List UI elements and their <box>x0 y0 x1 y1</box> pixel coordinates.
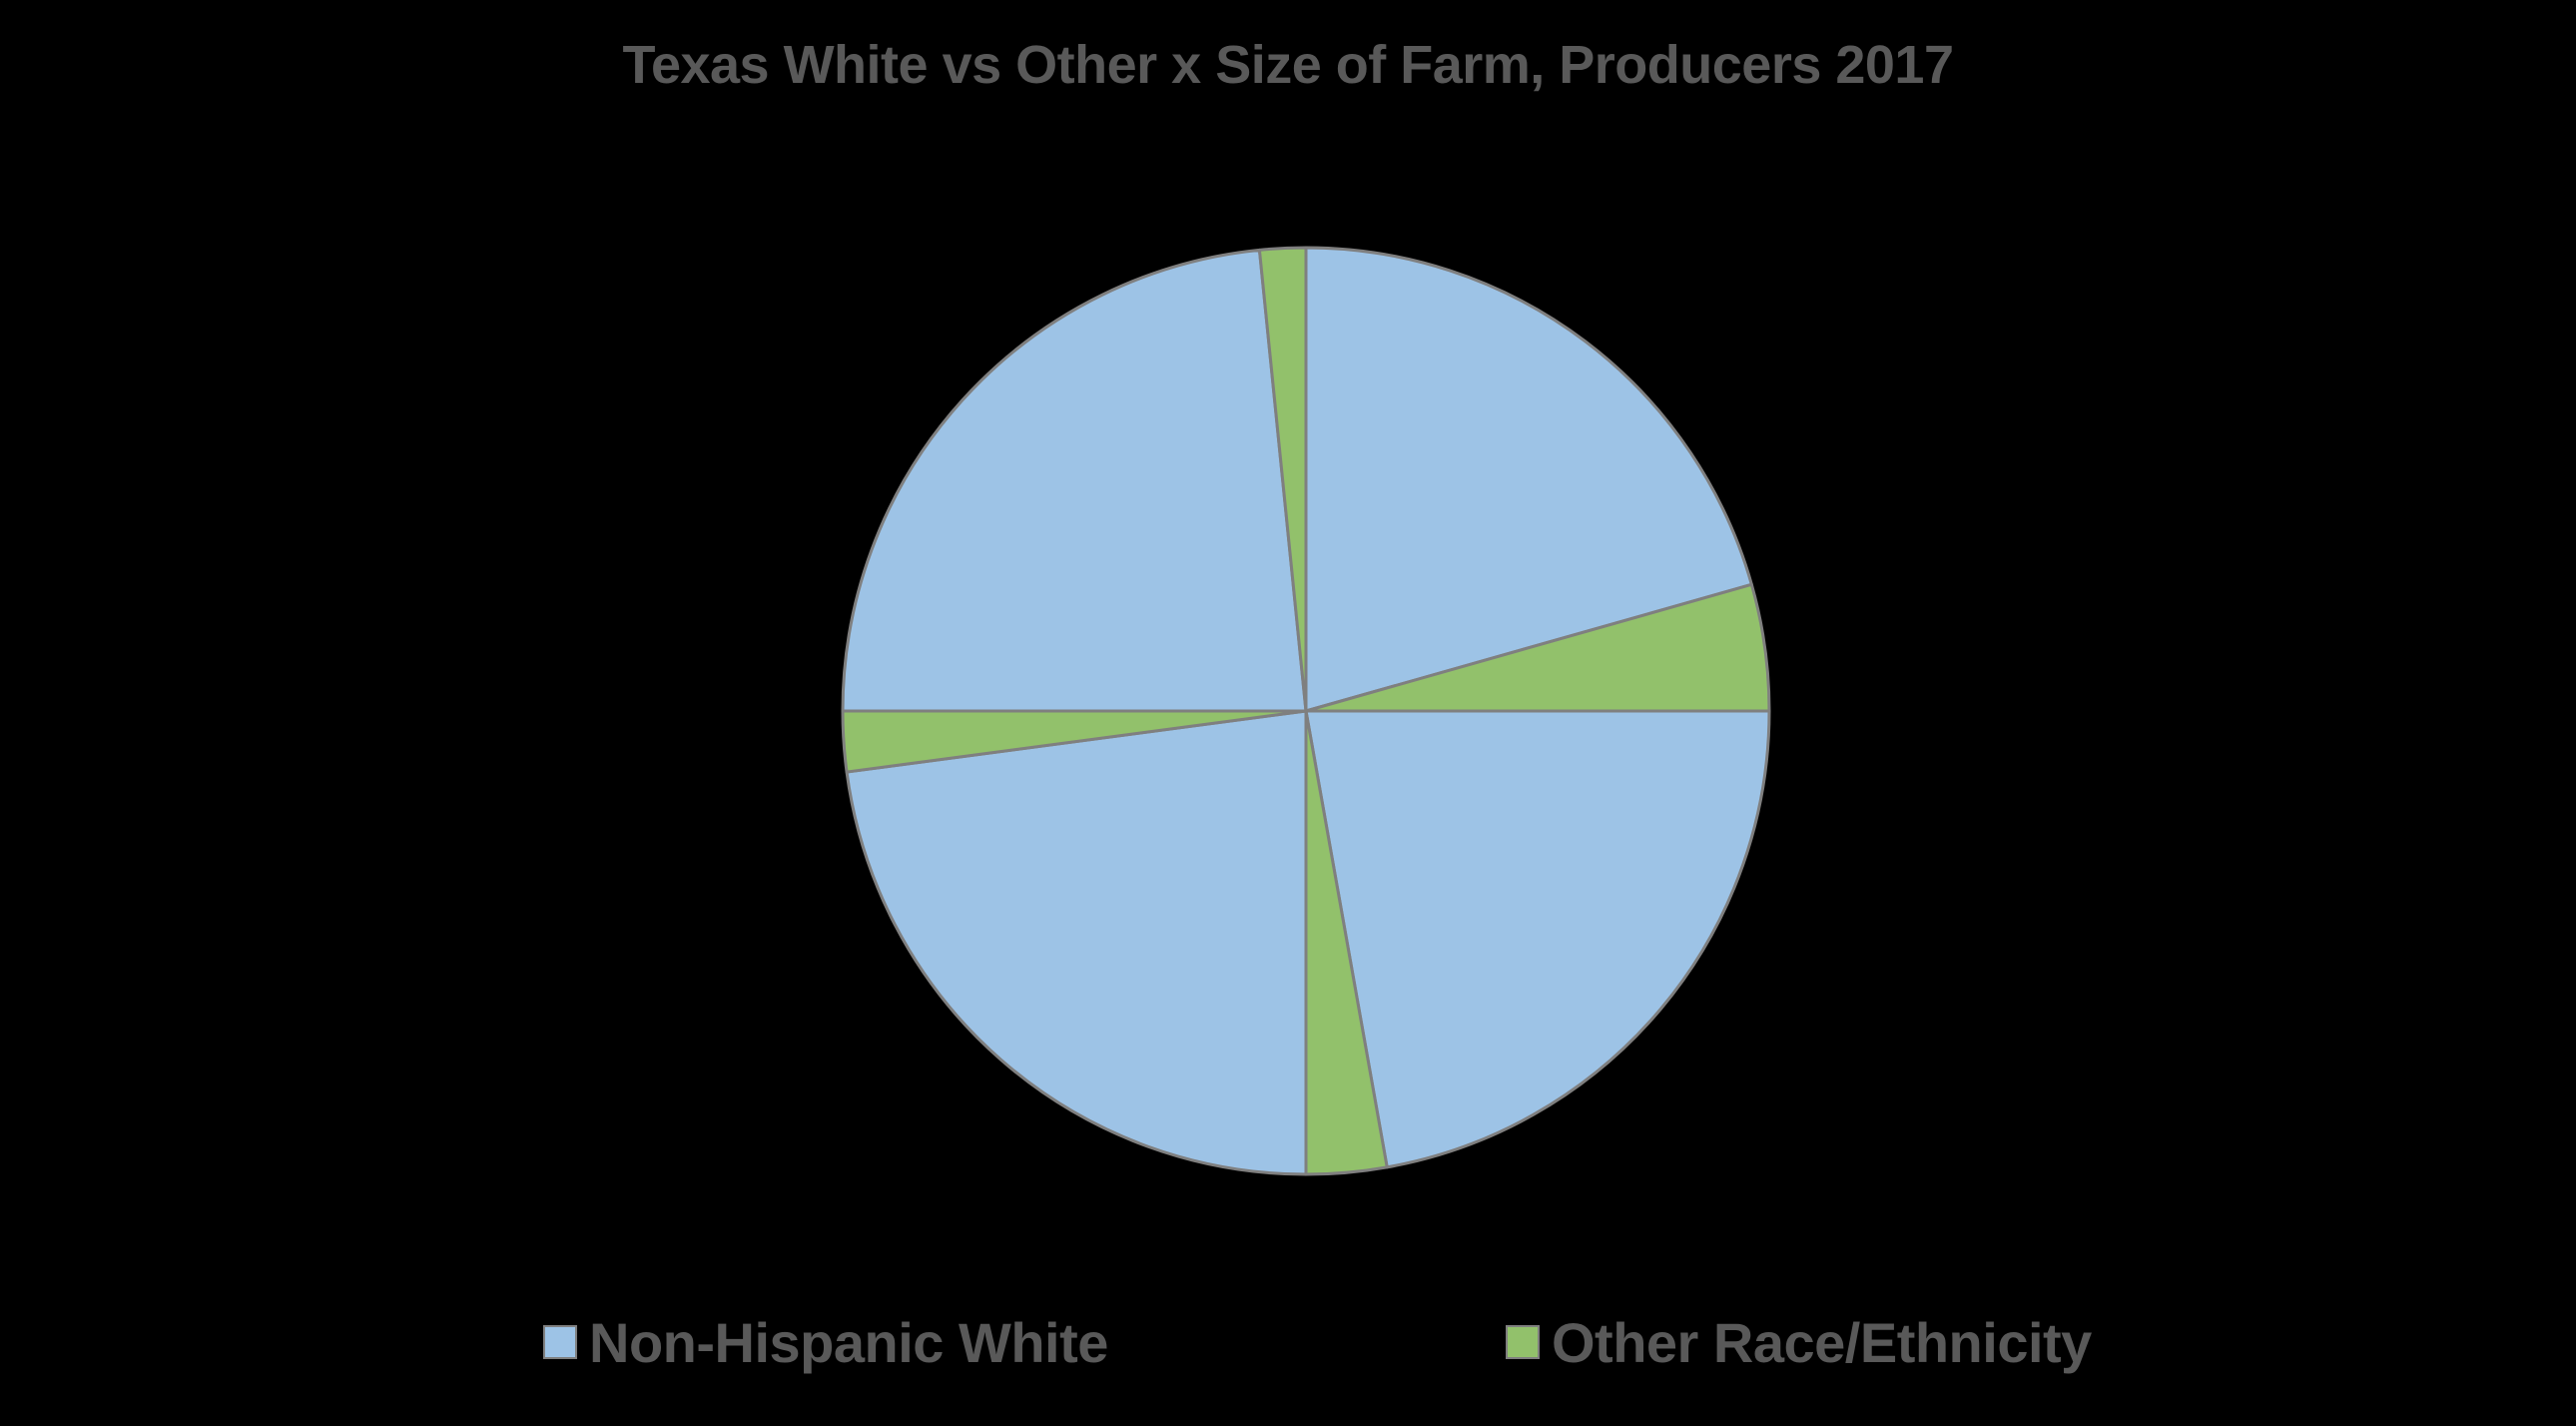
pie-slices <box>841 246 1771 1176</box>
legend-label-other-race-ethnicity: Other Race/Ethnicity <box>1552 1310 2092 1374</box>
pie-slice-3-non-hispanic-white <box>1304 709 1771 1169</box>
pie-slice-5-non-hispanic-white <box>845 709 1308 1176</box>
legend: Non-Hispanic White Other Race/Ethnicity <box>0 1302 2576 1382</box>
pie-slice-7-non-hispanic-white <box>841 248 1308 713</box>
legend-entry-non-hispanic-white: Non-Hispanic White <box>543 1302 1108 1382</box>
legend-swatch-other-race-ethnicity <box>1506 1325 1540 1359</box>
legend-entry-other-race-ethnicity: Other Race/Ethnicity <box>1506 1302 2092 1382</box>
legend-swatch-non-hispanic-white <box>543 1325 577 1359</box>
pie-slice-1-non-hispanic-white <box>1304 246 1753 713</box>
legend-label-non-hispanic-white: Non-Hispanic White <box>589 1310 1108 1374</box>
chart-title: Texas White vs Other x Size of Farm, Pro… <box>622 35 1954 95</box>
pie-slice-8-other-race-ethnicity <box>1257 246 1308 713</box>
